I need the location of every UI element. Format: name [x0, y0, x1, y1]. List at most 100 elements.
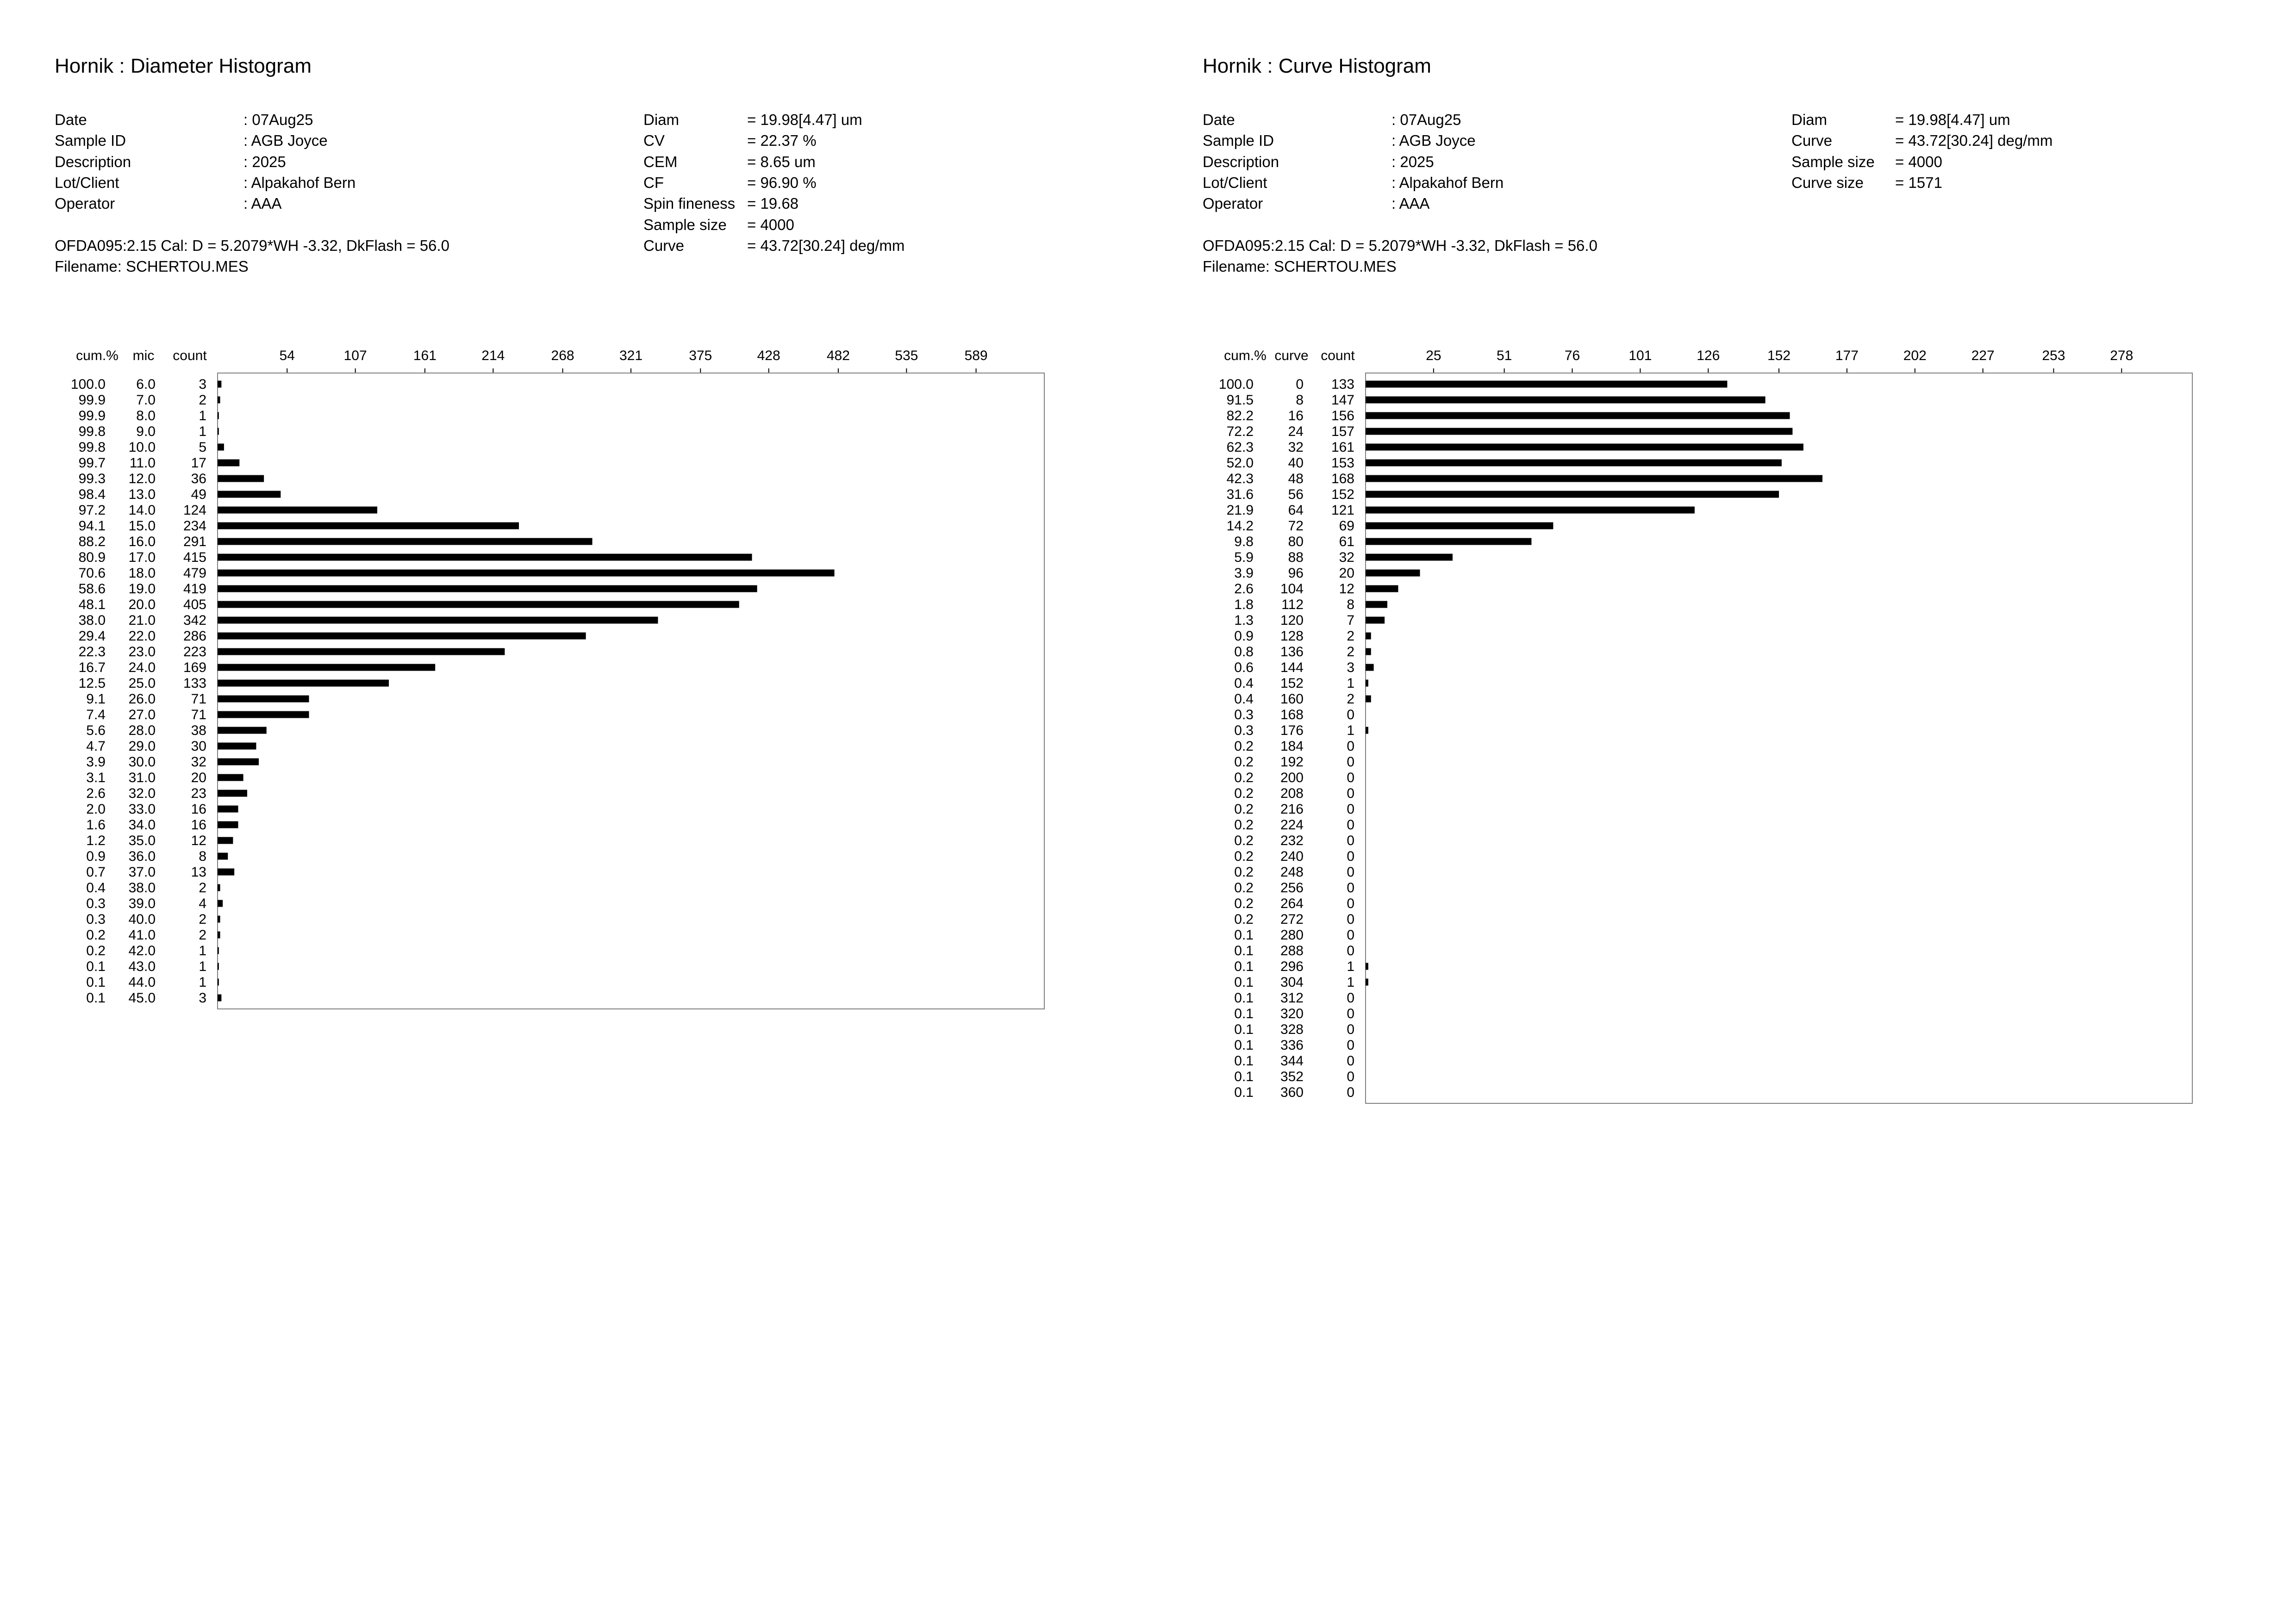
category-label: 216: [1280, 802, 1304, 817]
x-tick-label: 25: [1426, 348, 1441, 363]
info-value: = 43.72[30.24] deg/mm: [747, 236, 905, 254]
count-label: 0: [1347, 1085, 1354, 1100]
count-label: 12: [191, 833, 206, 848]
count-label: 342: [183, 613, 206, 628]
cum-percent-label: 0.6: [1234, 660, 1254, 675]
info-value: = 96.90 %: [747, 174, 817, 191]
cum-percent-label: 0.1: [1234, 927, 1254, 943]
category-label: 22.0: [129, 628, 156, 644]
count-label: 124: [183, 503, 206, 518]
category-label: 48: [1288, 471, 1304, 486]
cum-percent-label: 0.2: [1234, 833, 1254, 848]
info-value: : 2025: [243, 153, 286, 170]
info-label: Diam: [1791, 111, 1828, 128]
count-label: 1: [199, 975, 206, 990]
histogram-bar: [1366, 616, 1385, 624]
category-label: 144: [1280, 660, 1304, 675]
count-label: 49: [191, 487, 206, 502]
count-label: 223: [183, 644, 206, 660]
cum-percent-label: 3.9: [86, 754, 106, 770]
histogram-bar: [218, 947, 219, 954]
category-label: 7.0: [136, 392, 156, 408]
x-tick-label: 101: [1628, 348, 1652, 363]
cum-percent-label: 0.1: [1234, 1069, 1254, 1084]
histogram-bar: [218, 396, 220, 404]
x-tick-label: 202: [1903, 348, 1927, 363]
cum-percent-label: 0.3: [1234, 707, 1254, 722]
info-value: : 07Aug25: [1391, 111, 1461, 128]
cum-percent-label: 0.3: [86, 912, 106, 927]
histogram-bar: [218, 506, 377, 514]
category-label: 31.0: [129, 770, 156, 785]
cum-percent-label: 91.5: [1227, 392, 1254, 408]
histogram-bar: [1366, 695, 1371, 703]
cum-percent-label: 94.1: [79, 518, 106, 534]
category-label: 80: [1288, 534, 1304, 549]
cum-percent-label: 1.8: [1234, 597, 1254, 612]
info-value: = 43.72[30.24] deg/mm: [1895, 132, 2053, 149]
cum-percent-label: 0.9: [86, 849, 106, 864]
cum-percent-label: 3.9: [1234, 566, 1254, 581]
cum-percent-label: 0.1: [86, 959, 106, 974]
calibration-line: OFDA095:2.15 Cal: D = 5.2079*WH -3.32, D…: [1203, 236, 1597, 254]
category-label: 36.0: [129, 849, 156, 864]
cum-percent-label: 0.2: [1234, 754, 1254, 770]
histogram-bar: [218, 664, 436, 671]
histogram-bar: [218, 380, 222, 388]
cum-percent-label: 0.2: [86, 927, 106, 943]
category-label: 152: [1280, 676, 1304, 691]
x-tick-label: 161: [413, 348, 437, 363]
category-label: 320: [1280, 1006, 1304, 1021]
cum-percent-label: 31.6: [1227, 487, 1254, 502]
info-label: Operator: [1203, 195, 1263, 212]
histogram-bar: [218, 695, 309, 703]
count-label: 4: [199, 896, 206, 911]
info-label: Lot/Client: [1203, 174, 1267, 191]
category-label: 56: [1288, 487, 1304, 502]
histogram-bar: [218, 648, 505, 655]
category-label: 344: [1280, 1053, 1304, 1069]
count-label: 38: [191, 723, 206, 738]
info-value: : 2025: [1391, 153, 1434, 170]
info-label: Spin fineness: [643, 195, 736, 212]
calibration-line: OFDA095:2.15 Cal: D = 5.2079*WH -3.32, D…: [55, 236, 449, 254]
filename-line: Filename: SCHERTOU.MES: [55, 258, 249, 275]
x-tick-label: 177: [1835, 348, 1859, 363]
cum-percent-label: 7.4: [86, 707, 106, 722]
info-label: CV: [643, 132, 665, 149]
category-label: 24: [1288, 424, 1304, 439]
category-label: 224: [1280, 817, 1304, 833]
count-label: 153: [1331, 455, 1354, 471]
histogram-bar: [1366, 491, 1779, 498]
cum-percent-label: 0.1: [1234, 990, 1254, 1006]
category-label: 41.0: [129, 927, 156, 943]
info-value: : AGB Joyce: [1391, 132, 1476, 149]
info-label: CF: [643, 174, 664, 191]
cum-percent-label: 2.6: [1234, 581, 1254, 597]
count-label: 8: [1347, 597, 1354, 612]
info-label: Curve size: [1791, 174, 1864, 191]
count-label: 156: [1331, 408, 1354, 423]
count-label: 20: [191, 770, 206, 785]
x-tick-label: 268: [551, 348, 574, 363]
cum-percent-label: 12.5: [79, 676, 106, 691]
histogram-bar: [218, 491, 281, 498]
count-label: 0: [1347, 1022, 1354, 1037]
count-label: 0: [1347, 1038, 1354, 1053]
cum-percent-label: 0.2: [1234, 865, 1254, 880]
category-label: 248: [1280, 865, 1304, 880]
category-label: 34.0: [129, 817, 156, 833]
cum-percent-label: 0.2: [1234, 802, 1254, 817]
count-label: 415: [183, 550, 206, 565]
x-tick-label: 535: [895, 348, 918, 363]
histogram-bar: [1366, 569, 1420, 577]
category-label: 14.0: [129, 503, 156, 518]
count-label: 0: [1347, 912, 1354, 927]
category-label: 8.0: [136, 408, 156, 423]
category-label: 280: [1280, 927, 1304, 943]
cum-percent-label: 98.4: [79, 487, 106, 502]
x-tick-label: 321: [619, 348, 643, 363]
cum-percent-label: 3.1: [86, 770, 106, 785]
info-label: Curve: [643, 236, 685, 254]
info-value: = 19.98[4.47] um: [747, 111, 862, 128]
